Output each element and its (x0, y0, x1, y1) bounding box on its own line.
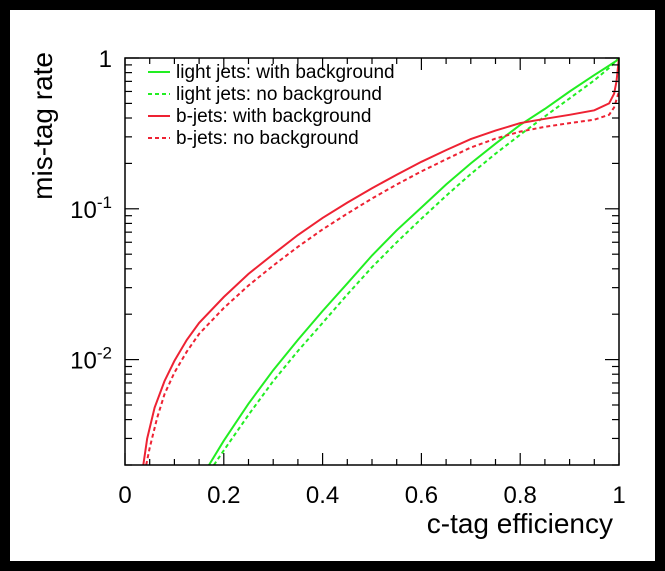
x-tick-label: 0.8 (504, 482, 537, 509)
series-line-4 (145, 91, 619, 465)
legend-label: light jets: no background (176, 84, 382, 105)
series-line-3 (142, 58, 619, 465)
series-line-1 (208, 58, 619, 465)
legend-label: b-jets: no background (176, 128, 359, 149)
legend-label: b-jets: with background (176, 106, 371, 127)
x-tick-label: 1 (612, 482, 625, 509)
legend-label: light jets: with background (176, 62, 395, 83)
chart-svg: 0 0.2 0.4 0.6 0.8 1 1 10-1 10-2 c-tag efficiency… (27, 46, 626, 539)
y-tick-label: 10-2 (70, 344, 112, 375)
x-tick-label: 0.2 (207, 482, 240, 509)
y-tick-label: 10-1 (70, 193, 112, 224)
chart-panel: 0 0.2 0.4 0.6 0.8 1 1 10-1 10-2 c-tag efficiency… (10, 10, 655, 561)
x-tick-label: 0 (118, 482, 131, 509)
y-axis-title: mis-tag rate (27, 52, 58, 200)
x-tick-label: 0.4 (306, 482, 339, 509)
tick-label-layer: 0 0.2 0.4 0.6 0.8 1 1 10-1 10-2 (70, 46, 626, 509)
y-tick-label: 1 (99, 46, 112, 73)
tick-layer (124, 57, 620, 466)
x-axis-title: c-tag efficiency (427, 508, 613, 539)
x-tick-label: 0.6 (405, 482, 438, 509)
series-layer (142, 58, 619, 465)
series-line-2 (213, 58, 619, 465)
